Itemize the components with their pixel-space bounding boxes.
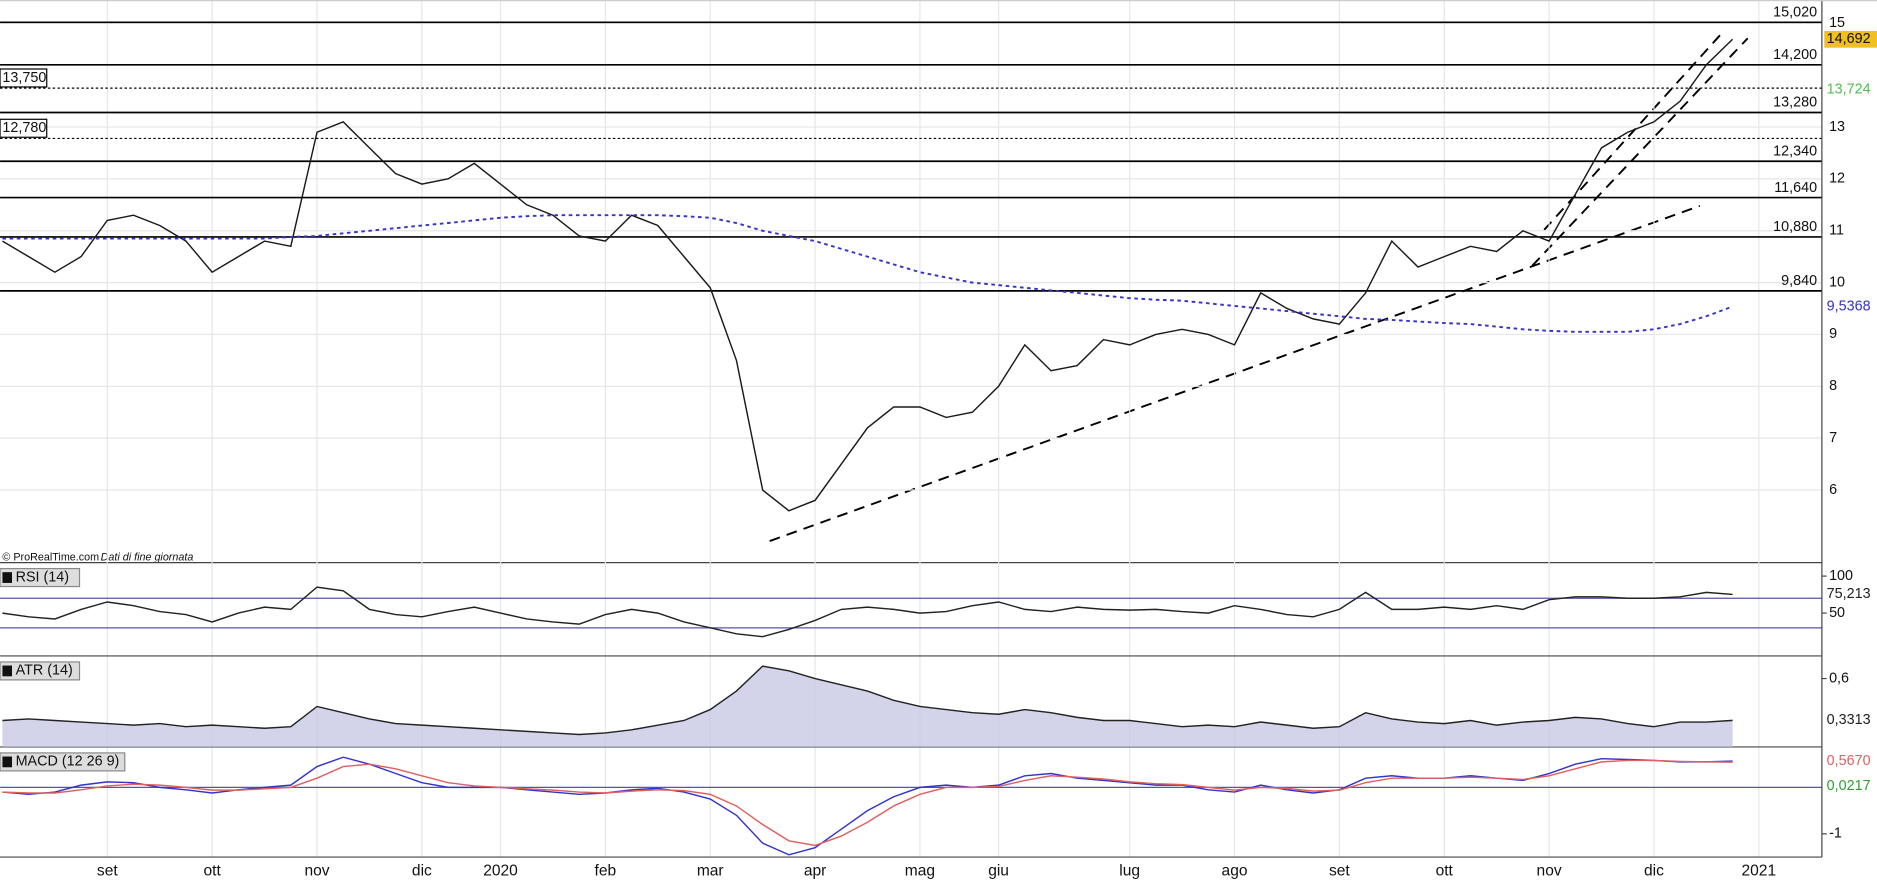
y-tick-label: 6 xyxy=(1829,482,1837,498)
level-box xyxy=(0,118,48,138)
price-tag-label: 9,5368 xyxy=(1827,298,1871,314)
x-tick-label: set xyxy=(97,863,118,880)
y-tick-label: 15 xyxy=(1829,15,1845,31)
price-tag-label: 0,3313 xyxy=(1827,712,1871,728)
x-tick-label: ott xyxy=(1436,863,1454,880)
price-tag xyxy=(1824,711,1877,729)
level-box-label: 12,780 xyxy=(2,120,46,136)
source: © ProRealTime.com xyxy=(2,552,99,564)
trendline xyxy=(1531,37,1749,267)
x-tick-label: 2021 xyxy=(1742,863,1777,880)
x-tick-label: 2020 xyxy=(483,863,518,880)
x-tick-label: ott xyxy=(204,863,222,880)
panel-title-box xyxy=(0,661,81,681)
panel-title-icon xyxy=(2,572,13,583)
panel-title-icon xyxy=(2,756,13,768)
panel-title: MACD (12 26 9) xyxy=(16,754,120,770)
series-line xyxy=(2,586,1733,638)
x-tick-label: giu xyxy=(988,863,1009,880)
y-tick-label: 9 xyxy=(1829,326,1837,342)
y-tick-label: 7 xyxy=(1829,430,1837,446)
series-line xyxy=(2,665,1733,736)
price-tag xyxy=(1824,586,1877,603)
price-tag xyxy=(1824,81,1877,98)
level-label: 10,880 xyxy=(1773,219,1817,235)
y-tick-label: 10 xyxy=(1829,274,1845,290)
series-line xyxy=(2,214,1733,333)
y-tick-label: 13 xyxy=(1829,119,1845,135)
series-line xyxy=(2,759,1733,847)
x-tick-label: dic xyxy=(1644,863,1664,880)
x-tick-label: set xyxy=(1329,863,1350,880)
price-tag xyxy=(1824,778,1877,795)
note: Dati di fine giornata xyxy=(101,552,194,564)
y-tick-label: 100 xyxy=(1829,568,1853,584)
x-tick-label: mar xyxy=(697,863,724,880)
level-label: 14,200 xyxy=(1773,47,1817,63)
price-tag xyxy=(1824,298,1877,315)
y-tick-label: 11 xyxy=(1829,223,1844,239)
series-line xyxy=(2,38,1734,512)
price-tag-label: 13,724 xyxy=(1827,81,1871,97)
level-label: 13,280 xyxy=(1773,95,1817,111)
panel-title-box xyxy=(0,567,81,588)
price-tag-label: 0,5670 xyxy=(1827,753,1871,769)
panel-title-icon xyxy=(2,665,13,677)
level-box xyxy=(0,68,48,88)
y-tick-label: 12 xyxy=(1829,171,1845,187)
y-tick-label: 0,6 xyxy=(1829,670,1849,686)
level-label: 15,020 xyxy=(1773,5,1817,21)
y-tick-label: 50 xyxy=(1829,605,1845,621)
x-tick-label: mag xyxy=(905,863,935,880)
price-tag-label: 0,0217 xyxy=(1827,778,1871,794)
y-tick-label: -1 xyxy=(1829,826,1842,842)
price-tag xyxy=(1824,752,1877,770)
level-box-label: 13,750 xyxy=(2,70,46,86)
x-tick-label: dic xyxy=(412,863,432,880)
panel-title: RSI (14) xyxy=(16,569,69,585)
panel-title-box xyxy=(0,752,126,772)
x-tick-label: ago xyxy=(1222,863,1248,880)
x-tick-label: feb xyxy=(595,863,617,880)
panel-title: ATR (14) xyxy=(16,663,73,679)
price-tag xyxy=(1824,30,1877,48)
level-label: 12,340 xyxy=(1773,143,1817,159)
price-tag-label: 75,213 xyxy=(1827,586,1871,602)
x-tick-label: apr xyxy=(804,863,826,880)
x-tick-label: nov xyxy=(1537,863,1562,880)
level-label: 11,640 xyxy=(1774,180,1817,196)
y-tick-label: 8 xyxy=(1829,378,1837,394)
level-label: 9,840 xyxy=(1781,273,1817,289)
price-tag-label: 14,692 xyxy=(1827,31,1871,47)
x-tick-label: lug xyxy=(1119,863,1140,880)
x-tick-label: nov xyxy=(304,863,329,880)
